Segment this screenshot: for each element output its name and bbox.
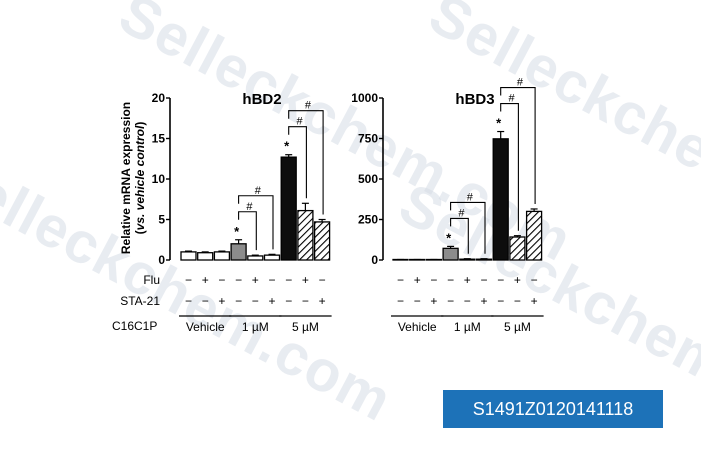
treatment-marker: − — [202, 294, 209, 308]
significance-star: * — [496, 116, 502, 131]
treatment-marker: − — [235, 294, 242, 308]
row-label-sta21: STA-21 — [120, 294, 160, 308]
group-label: 1 µM — [242, 320, 269, 334]
group-label: 5 µM — [292, 320, 319, 334]
y-tick-label: 5 — [158, 213, 165, 227]
significance-hash: # — [296, 116, 303, 128]
treatment-marker: + — [480, 294, 487, 308]
y-axis-title-line2: (vs. vehicle control) — [133, 122, 147, 235]
significance-star: * — [284, 139, 290, 154]
treatment-marker: − — [185, 294, 192, 308]
treatment-marker: − — [285, 273, 292, 287]
treatment-marker: − — [447, 294, 454, 308]
significance-hash: # — [458, 207, 465, 219]
treatment-marker: − — [397, 273, 404, 287]
treatment-marker: + — [531, 294, 538, 308]
group-label: Vehicle — [186, 320, 225, 334]
bar — [197, 252, 214, 261]
bar — [492, 138, 509, 261]
bar — [213, 251, 231, 261]
significance-hash: # — [255, 185, 262, 197]
treatment-marker: + — [514, 273, 521, 287]
significance-hash: # — [508, 93, 515, 105]
y-tick-label: 15 — [152, 132, 166, 146]
significance-bracket — [288, 110, 324, 215]
y-tick-label: 1000 — [351, 91, 378, 105]
bar — [297, 209, 314, 261]
treatment-marker: − — [319, 273, 326, 287]
treatment-marker: + — [464, 273, 471, 287]
bar — [280, 156, 297, 261]
significance-bracket — [500, 86, 536, 204]
treatment-marker: − — [235, 273, 242, 287]
group-label: 1 µM — [454, 320, 481, 334]
y-axis-title: Relative mRNA expression — [119, 102, 133, 254]
significance-bracket — [238, 211, 257, 251]
treatment-marker: − — [497, 294, 504, 308]
y-axis-title-line2-text: vs. vehicle control — [133, 125, 147, 230]
bar — [525, 210, 543, 261]
significance-hash: # — [246, 201, 253, 213]
treatment-marker: − — [480, 273, 487, 287]
significance-bracket — [500, 102, 519, 231]
chart-title: hBD3 — [455, 91, 494, 108]
chart-title: hBD2 — [242, 91, 281, 108]
treatment-marker: + — [302, 273, 309, 287]
treatment-marker: + — [319, 294, 326, 308]
bar — [509, 236, 526, 261]
significance-bracket — [238, 195, 274, 250]
treatment-marker: + — [202, 273, 209, 287]
bar — [459, 258, 476, 261]
significance-bracket — [450, 201, 486, 254]
significance-hash: # — [305, 100, 312, 112]
treatment-marker: − — [514, 294, 521, 308]
bar — [442, 247, 459, 261]
treatment-marker: − — [252, 294, 259, 308]
significance-hash: # — [467, 191, 474, 203]
y-tick-label: 500 — [358, 172, 378, 186]
bar — [180, 251, 197, 261]
row-label-c16c1p: C16C1P — [112, 319, 157, 333]
treatment-marker: − — [185, 273, 192, 287]
bar — [475, 258, 493, 261]
treatment-marker: − — [218, 273, 225, 287]
chart-figure: Relative mRNA expression (vs. vehicle co… — [112, 77, 544, 334]
catalog-id-badge: S1491Z0120141118 — [443, 390, 663, 428]
treatment-marker: + — [218, 294, 225, 308]
treatment-marker: − — [464, 294, 471, 308]
bar — [313, 221, 331, 261]
y-tick-label: 20 — [152, 91, 166, 105]
group-label: Vehicle — [398, 320, 437, 334]
significance-star: * — [234, 224, 240, 239]
treatment-marker: − — [268, 273, 275, 287]
y-tick-label: 0 — [371, 253, 378, 267]
significance-bracket — [288, 126, 307, 199]
significance-bracket — [450, 217, 469, 254]
treatment-marker: − — [302, 294, 309, 308]
y-tick-label: 250 — [358, 213, 378, 227]
treatment-marker: − — [447, 273, 454, 287]
row-label-flu: Flu — [143, 273, 160, 287]
treatment-marker: − — [397, 294, 404, 308]
bar — [247, 255, 264, 261]
treatment-marker: + — [414, 273, 421, 287]
treatment-marker: + — [430, 294, 437, 308]
treatment-marker: − — [531, 273, 538, 287]
treatment-marker: − — [430, 273, 437, 287]
treatment-marker: + — [252, 273, 259, 287]
group-label: 5 µM — [504, 320, 531, 334]
treatment-marker: − — [285, 294, 292, 308]
treatment-marker: − — [497, 273, 504, 287]
bar — [230, 243, 247, 261]
y-tick-label: 750 — [358, 132, 378, 146]
treatment-marker: + — [268, 294, 275, 308]
significance-star: * — [446, 230, 452, 245]
y-tick-label: 10 — [152, 172, 166, 186]
y-tick-label: 0 — [158, 253, 165, 267]
treatment-marker: − — [414, 294, 421, 308]
significance-hash: # — [517, 77, 524, 89]
bar — [263, 254, 281, 261]
